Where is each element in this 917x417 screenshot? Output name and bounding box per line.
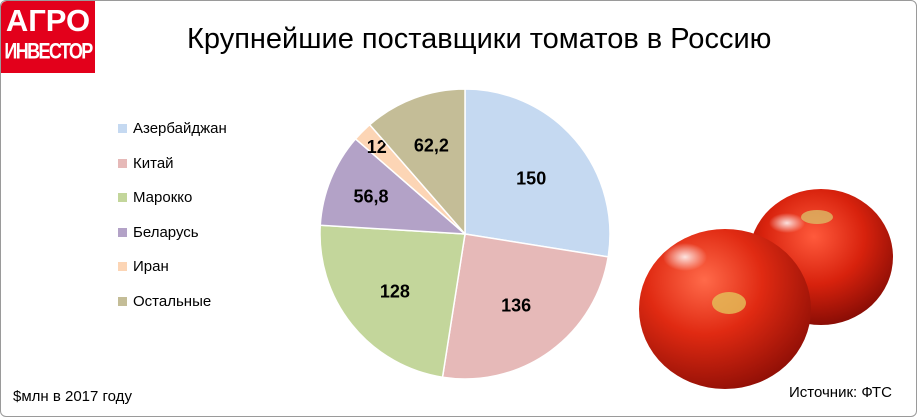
chart-title: Крупнейшие поставщики томатов в Россию [187, 23, 772, 55]
logo-line-1: АГРО [5, 3, 91, 38]
source-note: Источник: ФТС [789, 384, 892, 401]
legend-label: Беларусь [133, 223, 199, 241]
slice-value-label: 62,2 [414, 135, 449, 155]
front-tomato-stem [712, 292, 746, 314]
legend-swatch [118, 296, 127, 306]
pie-slice [319, 137, 468, 235]
pie-slice [464, 88, 611, 258]
legend-swatch [118, 158, 127, 168]
slice-value-label: 12 [367, 137, 387, 157]
front-tomato-highlight [663, 243, 707, 271]
legend-swatch [118, 262, 127, 271]
pie-slice [368, 88, 466, 237]
legend-label: Китай [133, 154, 174, 172]
slice-value-label: 56,8 [354, 187, 389, 207]
logo-line-2: ИНВЕСТОР [4, 38, 93, 64]
legend-label: Азербайджан [133, 120, 227, 137]
slice-value-label: 128 [380, 281, 410, 301]
tomatoes-illustration [639, 189, 893, 389]
back-tomato-stem [801, 210, 833, 224]
pie-slice [441, 233, 610, 380]
legend-label: Иран [133, 258, 169, 275]
pie-slice [319, 224, 466, 379]
units-footnote: $млн в 2017 году [13, 388, 132, 405]
legend-label: Марокко [133, 189, 193, 206]
slice-value-label: 136 [501, 295, 531, 315]
legend-swatch [118, 124, 127, 133]
slice-value-label: 150 [516, 169, 546, 189]
legend-swatch [118, 193, 127, 202]
agroinvestor-logo: АГРО ИНВЕСТОР [1, 1, 95, 73]
legend-swatch [118, 227, 127, 237]
back-tomato-highlight [769, 213, 805, 233]
legend-label: Остальные [133, 292, 212, 310]
